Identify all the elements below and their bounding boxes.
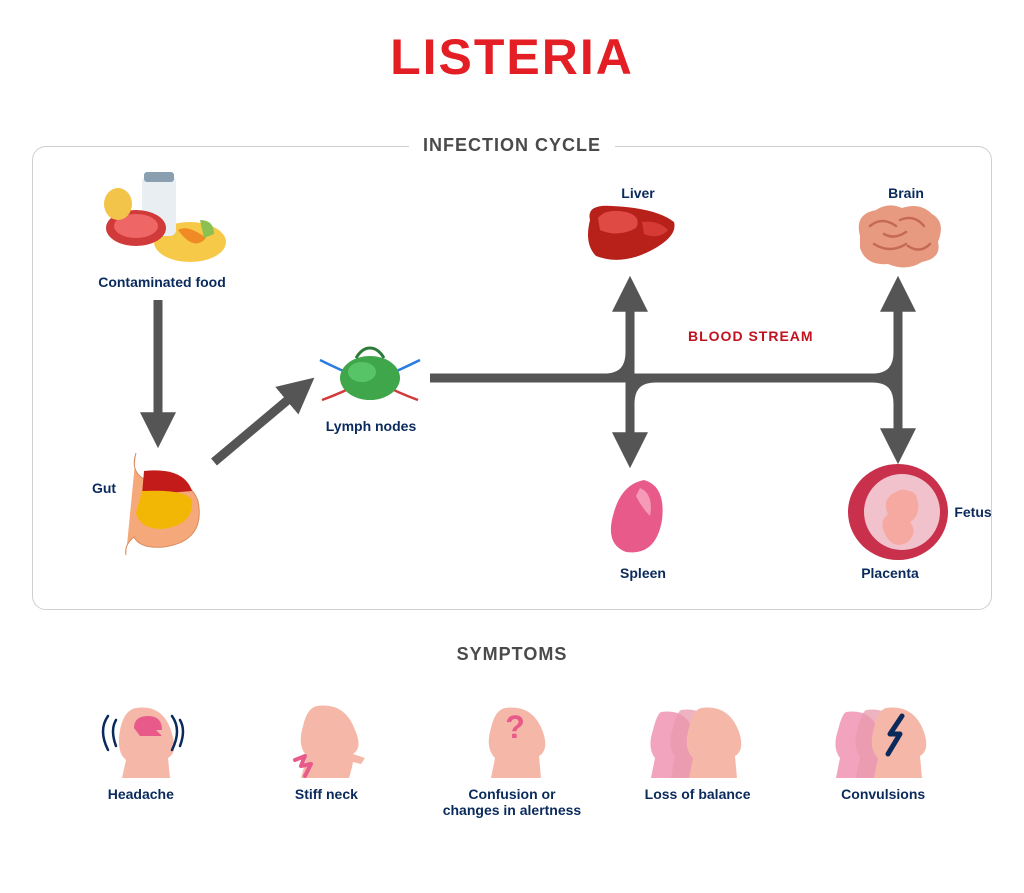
placenta-icon [846, 460, 956, 564]
convulsions-icon [818, 694, 948, 780]
symptom-confusion: ? Confusion or changes in alertness [419, 694, 605, 818]
label-spleen: Spleen [608, 565, 678, 581]
symptom-label-balance: Loss of balance [645, 786, 751, 802]
symptom-label-headache: Headache [108, 786, 174, 802]
stiff-neck-icon [271, 694, 381, 780]
symptom-label-confusion: Confusion or changes in alertness [443, 786, 582, 818]
page-title: LISTERIA [0, 0, 1024, 86]
label-liver: Liver [608, 185, 668, 201]
confusion-icon: ? [457, 694, 567, 780]
label-bloodstream: BLOOD STREAM [688, 328, 814, 344]
symptom-convulsions: Convulsions [790, 694, 976, 818]
symptom-stiff-neck: Stiff neck [234, 694, 420, 818]
lymph-nodes-icon [310, 340, 430, 420]
spleen-icon [600, 472, 674, 562]
symptoms-header: SYMPTOMS [0, 644, 1024, 665]
label-contaminated-food: Contaminated food [92, 274, 232, 290]
symptom-label-convulsions: Convulsions [841, 786, 925, 802]
label-brain: Brain [876, 185, 936, 201]
liver-icon [582, 200, 682, 272]
label-fetus: Fetus [948, 504, 998, 520]
balance-icon [633, 694, 763, 780]
label-lymph-nodes: Lymph nodes [296, 418, 446, 434]
contaminated-food-icon [100, 170, 230, 270]
symptoms-row: Headache Stiff neck ? Confusion or chang… [0, 694, 1024, 818]
symptom-headache: Headache [48, 694, 234, 818]
infection-cycle-header: INFECTION CYCLE [409, 135, 615, 156]
brain-icon [848, 200, 948, 276]
label-placenta: Placenta [850, 565, 930, 581]
symptom-label-stiff-neck: Stiff neck [295, 786, 358, 802]
svg-text:?: ? [505, 709, 525, 745]
symptom-balance: Loss of balance [605, 694, 791, 818]
gut-icon [108, 445, 218, 555]
label-gut: Gut [84, 480, 124, 496]
headache-icon [86, 694, 196, 780]
